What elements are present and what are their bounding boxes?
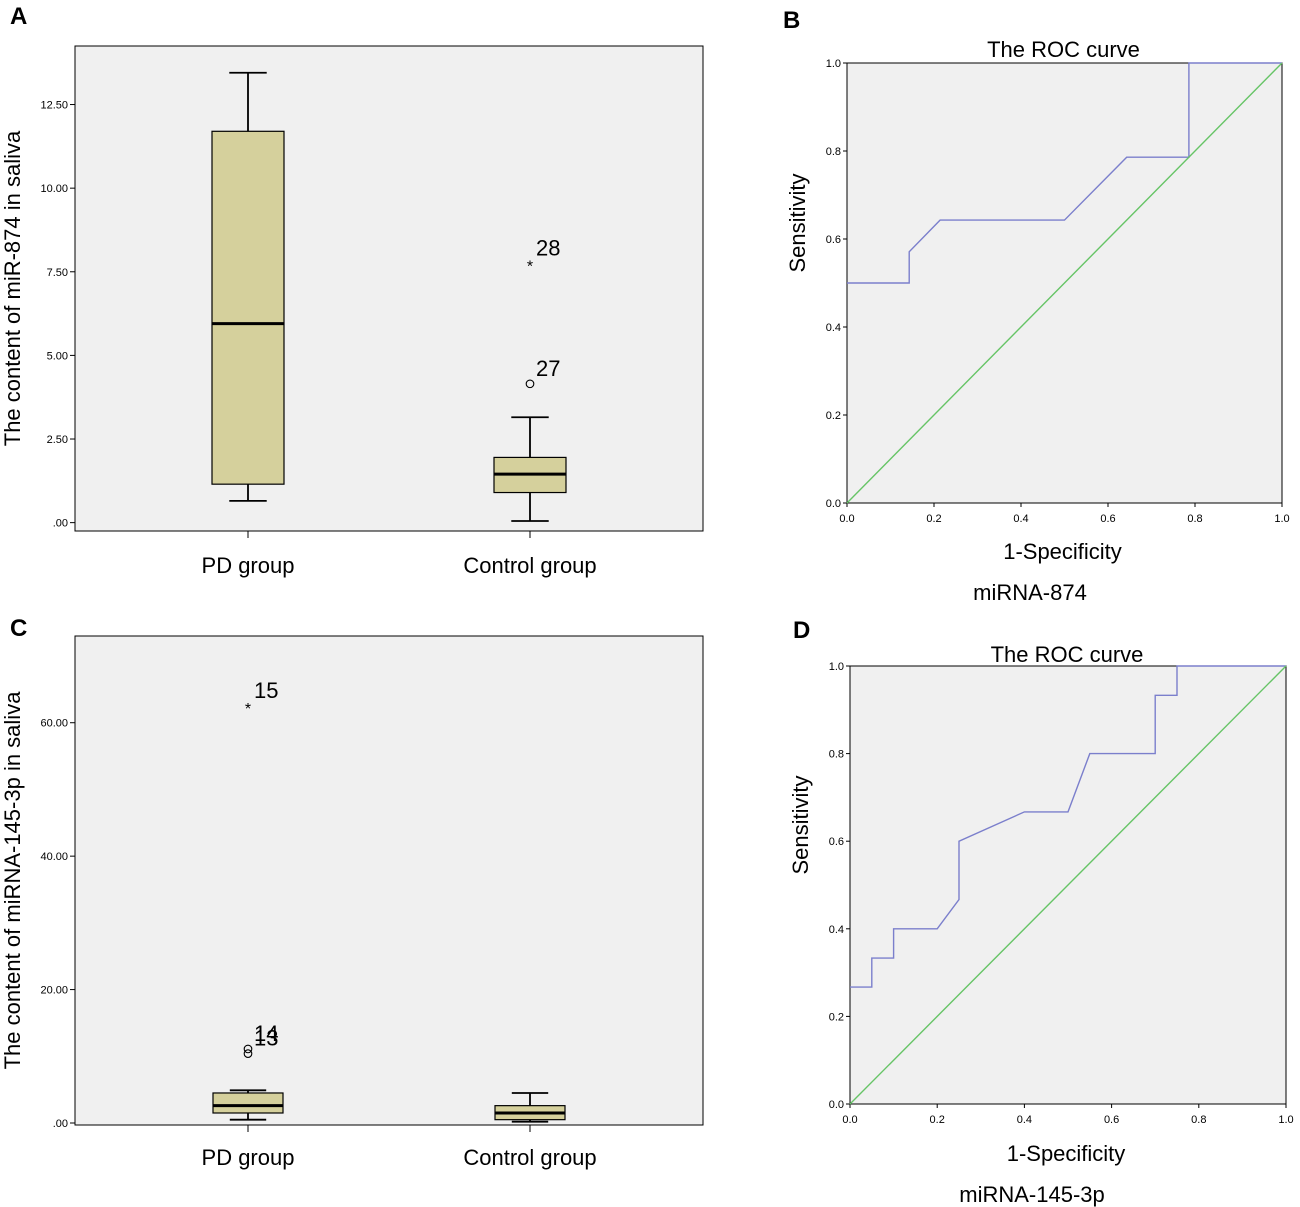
outlier-label: 15 [254,678,278,703]
y-tick-label: 0.4 [826,322,841,334]
reference-diagonal-line [846,62,1283,504]
outlier-marker [525,379,535,389]
panel-label: B [783,7,800,34]
y-tick-label: 0.2 [829,1011,844,1023]
y-tick-label: 0.6 [826,234,841,246]
plot-area [74,635,704,1126]
x-tick-label: 0.6 [1104,1114,1119,1126]
roc-curve-line [847,62,1282,284]
x-tick-label: 0.4 [1017,1114,1032,1126]
y-tick-label: 12.50 [40,100,68,112]
category-label: Control group [463,553,596,578]
x-tick-label: 0.8 [1191,1114,1206,1126]
outlier-label: 27 [536,356,560,381]
plot-area [74,45,704,532]
y-tick-label: 60.00 [40,718,68,730]
y-tick-label: 1.0 [826,58,841,70]
x-tick-label: 1.0 [1278,1114,1293,1126]
y-tick-label: 0.8 [826,146,841,158]
outlier-marker [243,1044,253,1054]
y-tick-label: 0.4 [829,924,844,936]
x-tick-label: 0.8 [1187,513,1202,525]
outlier-marker [243,1049,253,1058]
box-pd-group [212,1089,284,1121]
y-tick-label: 0.0 [826,498,841,510]
y-tick-label: .00 [53,518,68,530]
y-tick-label: 10.00 [40,183,68,195]
category-label: PD group [202,1145,295,1170]
y-tick-label: 2.50 [47,434,68,446]
panel-label: D [793,617,810,644]
y-tick-label: 5.00 [47,350,68,362]
chart-title: The ROC curve [987,37,1140,62]
outlier-label: 28 [536,235,560,260]
box-control-group [494,1092,566,1123]
panel-label: C [10,615,27,642]
x-tick-label: 1.0 [1274,513,1289,525]
y-tick-label: 0.2 [826,410,841,422]
boxplot-panel-a: A .00 2.50 5.00 7.50 10.00 12.50 The content of… [0,3,704,578]
outlier-extreme-marker: * [245,701,251,718]
outlier-label: 14 [254,1021,278,1046]
y-tick-label: 0.6 [829,836,844,848]
y-axis-title: The content of miRNA-145-3p in saliva [0,691,25,1070]
y-tick-label: 0.8 [829,749,844,761]
x-tick-label: 0.6 [1100,513,1115,525]
roc-panel-d: D 0.0 0.0 0.2 0.2 0.4 0.4 0.6 0.6 0.8 0.8 1.0 1.0 The… [788,617,1294,1207]
y-tick-label: 20.00 [40,985,68,997]
chart-title: The ROC curve [991,642,1144,667]
boxplot-panel-c: C .00 20.00 40.00 60.00 The content of miRNA-… [0,615,704,1170]
box-pd-group [211,71,285,502]
y-axis-title: The content of miR-874 in saliva [0,130,25,446]
outlier-label: 13 [254,1026,278,1051]
x-tick-label: 0.2 [926,513,941,525]
y-axis-title: Sensitivity [788,775,813,874]
roc-curve-line [850,665,1286,988]
x-tick-label: 0.0 [839,513,854,525]
y-axis-title: Sensitivity [785,173,810,272]
box-control-group [493,416,567,522]
chart-caption: miRNA-874 [973,580,1087,605]
panel-label: A [10,3,27,30]
x-axis-title: 1-Specificity [1007,1141,1126,1166]
iqr-box [211,130,285,485]
chart-caption: miRNA-145-3p [959,1182,1105,1207]
category-label: Control group [463,1145,596,1170]
y-tick-label: 7.50 [47,267,68,279]
roc-panel-b: B 0.0 0.0 0.2 0.2 0.4 0.4 0.6 0.6 0.8 0.8 1.0 1.0 The… [783,7,1290,605]
x-axis-title: 1-Specificity [1003,539,1122,564]
y-tick-label: 1.0 [829,661,844,673]
x-tick-label: 0.0 [842,1114,857,1126]
outlier-extreme-marker: * [527,258,533,275]
y-tick-label: 0.0 [829,1099,844,1111]
reference-diagonal-line [849,665,1287,1105]
y-tick-label: 40.00 [40,851,68,863]
x-tick-label: 0.2 [930,1114,945,1126]
y-tick-label: .00 [53,1118,68,1130]
category-label: PD group [202,553,295,578]
x-tick-label: 0.4 [1013,513,1028,525]
iqr-box [212,1092,284,1114]
